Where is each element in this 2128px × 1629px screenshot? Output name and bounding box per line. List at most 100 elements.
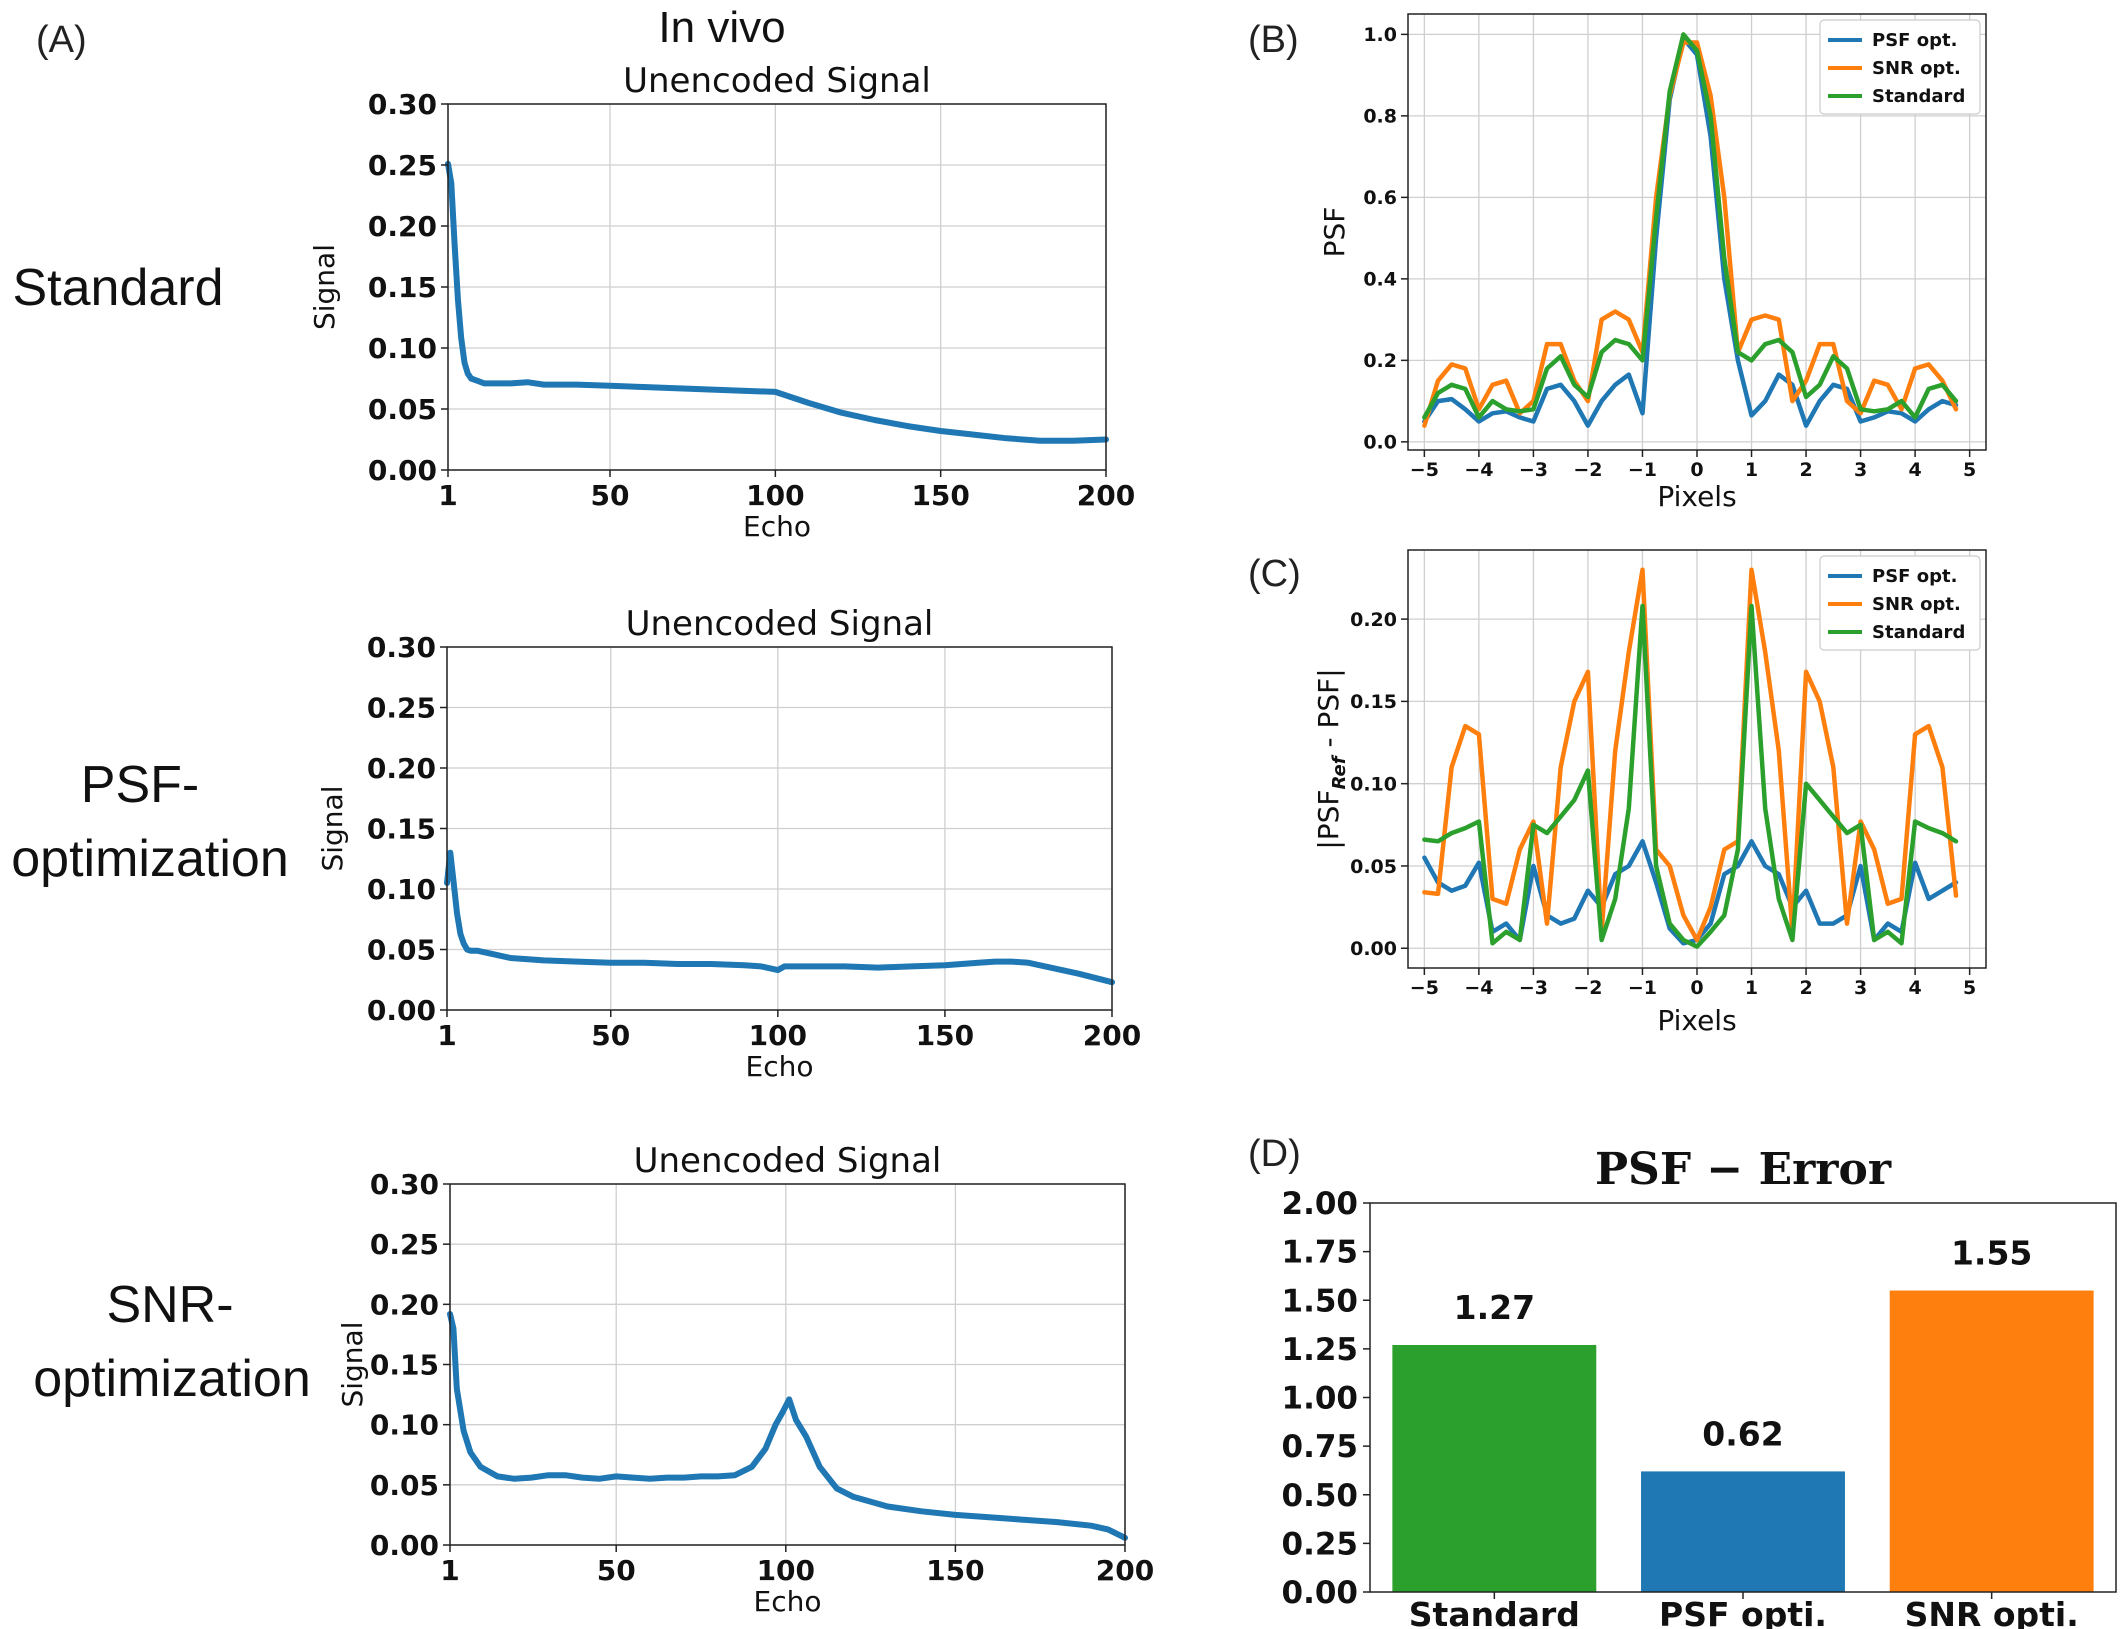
- y-tick-label-5: 0.25: [367, 692, 436, 725]
- y-axis-label: Signal: [308, 244, 341, 330]
- panel-label-b: (B): [1248, 19, 1299, 61]
- legend-box: [1819, 555, 1981, 651]
- y-tick-label-2: 0.10: [368, 332, 437, 365]
- super-title: In vivo: [658, 3, 785, 52]
- y-tick-label-1: 0.2: [1363, 350, 1397, 372]
- series-line-0: [445, 160, 1109, 444]
- bar-value-label-0: 1.27: [1454, 1288, 1535, 1327]
- panel-label-a: (A): [36, 19, 87, 61]
- x-tick-label-3: 150: [916, 1019, 974, 1052]
- y-axis-label: |PSFRef - PSF|: [1312, 668, 1350, 849]
- x-tick-label-3: −2: [1573, 977, 1602, 999]
- x-tick-label-4: 200: [1077, 479, 1135, 512]
- y-tick-label-3: 0.6: [1363, 187, 1397, 209]
- x-tick-label-1: 50: [591, 1019, 630, 1052]
- y-axis-label: Signal: [336, 1321, 369, 1407]
- y-tick-label-4: 0.20: [1350, 609, 1397, 631]
- series-line-standard: [1422, 32, 1959, 420]
- x-tick-label-1: −4: [1464, 977, 1493, 999]
- x-tick-label-3: 150: [926, 1554, 984, 1587]
- plot-title: Unencoded Signal: [626, 604, 934, 644]
- x-tick-label-3: 150: [911, 479, 969, 512]
- x-tick-label-0: −5: [1410, 459, 1439, 481]
- y-tick-label-2: 0.10: [1350, 774, 1397, 796]
- series-line-standard: [1422, 603, 1959, 949]
- x-tick-label-5: 0: [1690, 459, 1703, 481]
- x-tick-label-7: 2: [1799, 459, 1812, 481]
- row-label-psf-line2: optimization: [11, 830, 288, 888]
- chart-b-psf: −5 −4 −3 −2 −1 0 1 2 3 4 5 0.0 0.2 0.4 0.6 0.8 1.0 Pixels…: [1318, 13, 1987, 513]
- chart-c-psf-difference: −5 −4 −3 −2 −1 0 1 2 3 4 5 0.00 0.05 0.10 0.15 0.20 Pixe…: [1312, 549, 1987, 1037]
- x-tick-label-0: 1: [438, 479, 457, 512]
- row-label-standard: Standard: [12, 259, 223, 317]
- bar-snr-opti: [1889, 1290, 2094, 1592]
- x-tick-label-1: PSF opti.: [1659, 1595, 1827, 1629]
- y-tick-label-1: 0.05: [368, 393, 437, 426]
- y-tick-label-3: 0.15: [1350, 691, 1397, 713]
- y-tick-label-0: 0.00: [1282, 1575, 1359, 1611]
- y-tick-label-6: 0.30: [370, 1168, 439, 1201]
- y-tick-label-0: 0.00: [1350, 938, 1397, 960]
- y-tick-label-1: 0.25: [1282, 1526, 1359, 1562]
- y-tick-label-2: 0.4: [1363, 269, 1397, 291]
- row-label-snr-line1: SNR-: [106, 1276, 233, 1334]
- x-tick-label-4: −1: [1628, 977, 1657, 999]
- x-tick-label-2: SNR opti.: [1905, 1595, 2079, 1629]
- x-tick-label-0: 1: [440, 1554, 459, 1587]
- x-tick-label-0: Standard: [1409, 1595, 1580, 1629]
- y-tick-label-0: 0.0: [1363, 432, 1397, 454]
- legend-label-1: SNR opt.: [1872, 594, 1961, 615]
- x-tick-label-4: −1: [1628, 459, 1657, 481]
- panel-label-d: (D): [1248, 1133, 1301, 1175]
- y-tick-label-1: 0.05: [367, 934, 436, 967]
- series-line-0: [447, 1311, 1128, 1541]
- legend-label-1: SNR opt.: [1872, 58, 1961, 79]
- y-axis-label: PSF: [1318, 207, 1351, 258]
- y-tick-label-5: 1.25: [1282, 1332, 1359, 1368]
- x-tick-label-4: 200: [1096, 1554, 1154, 1587]
- legend-box: [1819, 19, 1981, 115]
- y-axis-label: Signal: [316, 785, 349, 871]
- x-tick-label-6: 1: [1745, 459, 1758, 481]
- legend-label-2: Standard: [1872, 622, 1965, 643]
- x-tick-label-1: 50: [591, 479, 630, 512]
- y-tick-label-6: 0.30: [367, 631, 436, 664]
- legend-label-2: Standard: [1872, 86, 1965, 107]
- panel-label-c: (C): [1248, 553, 1301, 595]
- y-tick-label-4: 0.20: [367, 752, 436, 785]
- x-axis-label: Echo: [743, 510, 811, 543]
- chart-a-standard: 1 50 100 150 2000.000.050.100.150.200.250.30…: [308, 61, 1135, 543]
- y-tick-label-1: 0.05: [1350, 856, 1397, 878]
- y-tick-label-5: 0.25: [370, 1228, 439, 1261]
- series-line-snr-opt: [1422, 567, 1959, 943]
- x-tick-label-8: 3: [1854, 977, 1867, 999]
- plot-title: PSF − Error: [1595, 1144, 1892, 1195]
- bar-standard: [1392, 1344, 1597, 1592]
- x-axis-label: Pixels: [1657, 480, 1736, 513]
- x-tick-label-2: 100: [757, 1554, 815, 1587]
- y-tick-label-0: 0.00: [370, 1529, 439, 1562]
- y-tick-label-2: 0.50: [1282, 1478, 1359, 1514]
- y-tick-label-2: 0.10: [370, 1409, 439, 1442]
- chart-d-psf-error-bars: 1.27 Standard 0.62 PSF opti. 1.55 SNR opti. 0.…: [1282, 1144, 2117, 1629]
- x-tick-label-2: −3: [1519, 459, 1548, 481]
- legend-label-0: PSF opt.: [1872, 566, 1957, 587]
- chart-a-snr-optimization: 1 50 100 150 2000.000.050.100.150.200.250.30…: [336, 1141, 1154, 1618]
- x-axis-label: Pixels: [1657, 1004, 1736, 1037]
- y-tick-label-4: 0.20: [370, 1288, 439, 1321]
- y-tick-label-8: 2.00: [1282, 1186, 1359, 1222]
- plot-title: Unencoded Signal: [623, 61, 931, 101]
- y-tick-label-5: 1.0: [1363, 24, 1397, 46]
- y-tick-label-1: 0.05: [370, 1469, 439, 1502]
- y-tick-label-6: 1.50: [1282, 1283, 1359, 1319]
- x-tick-label-2: 100: [749, 1019, 807, 1052]
- x-tick-label-9: 4: [1908, 459, 1921, 481]
- legend-label-0: PSF opt.: [1872, 30, 1957, 51]
- bar-value-label-2: 1.55: [1951, 1234, 2032, 1273]
- plot-title: Unencoded Signal: [634, 1141, 942, 1181]
- x-tick-label-5: 0: [1690, 977, 1703, 999]
- chart-a-psf-optimization: 1 50 100 150 2000.000.050.100.150.200.250.30…: [316, 604, 1141, 1083]
- y-tick-label-3: 0.15: [368, 271, 437, 304]
- x-axis-label: Echo: [754, 1585, 822, 1618]
